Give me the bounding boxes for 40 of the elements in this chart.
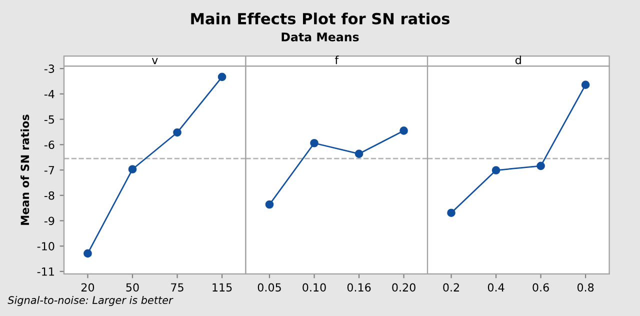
y-axis-title: Mean of SN ratios	[20, 114, 30, 225]
x-tick-label: 0.4	[488, 283, 504, 292]
x-tick-label: 0.05	[258, 283, 281, 292]
point	[400, 126, 408, 135]
x-tick-label: 0.20	[392, 283, 416, 292]
x-tick-label: 115	[212, 283, 232, 292]
point	[310, 138, 318, 148]
point	[265, 200, 274, 209]
y-tick-label: -10	[37, 242, 54, 250]
x-tick-label: 20	[81, 283, 94, 292]
x-axis-title: d	[515, 56, 521, 64]
point	[447, 208, 456, 218]
point	[354, 150, 364, 158]
point	[173, 128, 182, 137]
point	[581, 80, 590, 89]
y-tick-label: -3	[44, 64, 54, 73]
x-tick-label: 0.2	[443, 283, 459, 292]
x-tick-label: 0.6	[532, 283, 549, 292]
chart-title: Main Effects Plot for SN ratios	[191, 12, 450, 24]
y-tick-label: -6	[44, 140, 54, 150]
point	[84, 249, 92, 258]
x-axis-title: v	[152, 58, 158, 64]
chart-subtitle: Data Means	[282, 32, 359, 42]
y-tick-label: -5	[44, 115, 54, 124]
y-tick-label: -4	[44, 90, 54, 98]
x-tick-label: 50	[126, 283, 139, 292]
text: Signal-to-noise: Larger is better	[8, 296, 174, 306]
point	[128, 165, 137, 174]
x-tick-label: 0.10	[302, 283, 326, 292]
y-tick-label: -11	[37, 268, 54, 276]
x-tick-label: 0.16	[347, 283, 371, 292]
point	[218, 72, 226, 82]
y-tick-label: -8	[44, 191, 54, 200]
y-tick-label: -9	[44, 216, 54, 226]
x-tick-label: 0.8	[577, 283, 594, 292]
y-tick-label: -7	[44, 166, 54, 174]
point	[492, 166, 500, 174]
x-axis-title: f	[334, 56, 339, 64]
point	[536, 162, 545, 170]
x-tick-label: 75	[171, 283, 184, 292]
